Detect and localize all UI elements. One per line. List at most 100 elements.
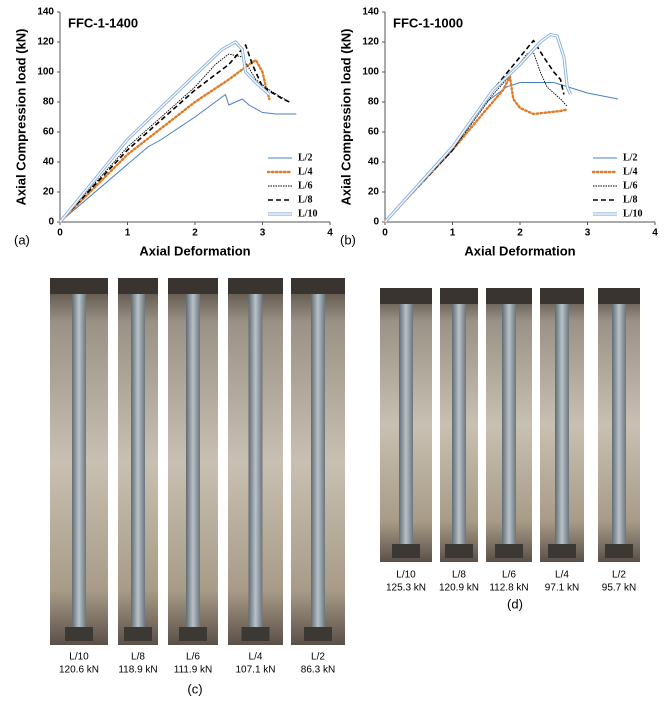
panel-label: (d) — [507, 596, 523, 611]
photo-base-plate — [548, 544, 576, 558]
x-tick-label: 3 — [585, 228, 591, 239]
series-line — [58, 58, 271, 224]
x-axis-label: Axial Deformation — [464, 243, 575, 258]
series-line — [384, 52, 568, 223]
series-line — [59, 53, 290, 223]
photo-caption-load: 86.3 kN — [301, 665, 335, 676]
x-tick-label: 3 — [260, 228, 266, 239]
series-line-inner — [384, 33, 572, 223]
photo-caption-name: L/2 — [311, 652, 325, 663]
photo-caption-name: L/2 — [612, 570, 626, 581]
specimen — [612, 304, 626, 544]
y-tick-label: 20 — [368, 187, 380, 198]
x-tick-label: 4 — [652, 228, 658, 239]
y-tick-label: 0 — [48, 217, 54, 228]
photo-top-plate — [598, 288, 640, 304]
photo-caption-name: L/6 — [186, 652, 200, 663]
specimen — [502, 304, 516, 544]
x-tick-label: 0 — [57, 228, 63, 239]
photo-base-plate — [605, 544, 633, 558]
photo-caption-name: L/8 — [452, 570, 466, 581]
photo-caption-load: 118.9 kN — [118, 665, 157, 676]
y-tick-label: 100 — [362, 67, 379, 78]
x-tick-label: 4 — [327, 228, 333, 239]
legend-label: L/8 — [623, 194, 637, 205]
photo-base-plate — [495, 544, 523, 558]
series-line — [59, 94, 297, 223]
specimen — [311, 294, 325, 627]
photo-caption-load: 111.9 kN — [174, 665, 213, 676]
y-tick-label: 60 — [43, 127, 55, 138]
legend-label: L/6 — [623, 180, 637, 191]
photo-base-plate — [445, 544, 473, 558]
x-tick-label: 0 — [382, 228, 388, 239]
y-tick-label: 100 — [37, 67, 54, 78]
photo-caption-name: L/6 — [502, 570, 516, 581]
photo-base-plate — [179, 627, 207, 641]
photo-caption-name: L/10 — [396, 570, 416, 581]
legend-label: L/6 — [298, 180, 312, 191]
legend-label: L/4 — [298, 166, 312, 177]
x-tick-label: 2 — [192, 228, 198, 239]
panel-label: (a) — [14, 232, 30, 247]
y-tick-label: 140 — [362, 7, 379, 18]
x-axis-label: Axial Deformation — [139, 243, 250, 258]
y-tick-label: 120 — [362, 37, 379, 48]
y-tick-label: 120 — [37, 37, 54, 48]
specimen — [248, 294, 263, 627]
y-tick-label: 140 — [37, 7, 54, 18]
specimen — [186, 294, 200, 627]
legend-label: L/10 — [298, 208, 317, 219]
y-tick-label: 20 — [43, 187, 55, 198]
series-line — [383, 75, 569, 224]
photo-caption-load: 97.1 kN — [545, 583, 579, 594]
y-axis-label: Axial Compression load (kN) — [13, 29, 28, 206]
y-tick-label: 80 — [43, 97, 55, 108]
legend-label: L/2 — [298, 152, 312, 163]
panel-label: (b) — [340, 232, 356, 247]
specimen — [399, 304, 413, 544]
photo-base-plate — [304, 627, 332, 641]
photo-caption-load: 95.7 kN — [602, 583, 636, 594]
photo-caption-load: 107.1 kN — [235, 665, 275, 676]
y-tick-label: 60 — [368, 127, 380, 138]
photo-caption-load: 112.8 kN — [489, 583, 528, 594]
photo-base-plate — [241, 627, 270, 641]
photo-caption-load: 120.6 kN — [59, 665, 99, 676]
series-line — [59, 44, 290, 223]
chart-title: FFC-1-1000 — [393, 15, 463, 30]
legend-label: L/10 — [623, 208, 642, 219]
photo-base-plate — [124, 627, 152, 641]
y-tick-label: 40 — [368, 157, 380, 168]
y-tick-label: 0 — [373, 217, 379, 228]
plot-area — [385, 12, 655, 222]
photo-top-plate — [540, 288, 584, 304]
photo-top-plate — [50, 278, 108, 294]
specimen — [72, 294, 86, 627]
photo-base-plate — [392, 544, 420, 558]
photo-base-plate — [65, 627, 93, 641]
photo-caption-name: L/10 — [69, 652, 89, 663]
specimen — [452, 304, 466, 544]
photo-top-plate — [168, 278, 218, 294]
specimen — [555, 304, 569, 544]
series-line-inner — [59, 41, 270, 223]
x-tick-label: 1 — [450, 228, 456, 239]
y-tick-label: 80 — [368, 97, 380, 108]
photo-top-plate — [228, 278, 283, 294]
photo-caption-load: 125.3 kN — [386, 583, 426, 594]
legend-label: L/2 — [623, 152, 637, 163]
y-axis-label: Axial Compression load (kN) — [338, 29, 353, 206]
legend-label: L/8 — [298, 194, 312, 205]
legend-label: L/4 — [623, 166, 637, 177]
y-tick-label: 40 — [43, 157, 55, 168]
photo-top-plate — [118, 278, 158, 294]
photo-top-plate — [291, 278, 345, 294]
photo-caption-name: L/4 — [249, 652, 263, 663]
series-line — [384, 82, 618, 223]
x-tick-label: 2 — [517, 228, 523, 239]
photo-caption-load: 120.9 kN — [439, 583, 479, 594]
photo-top-plate — [440, 288, 478, 304]
specimen — [131, 294, 145, 627]
